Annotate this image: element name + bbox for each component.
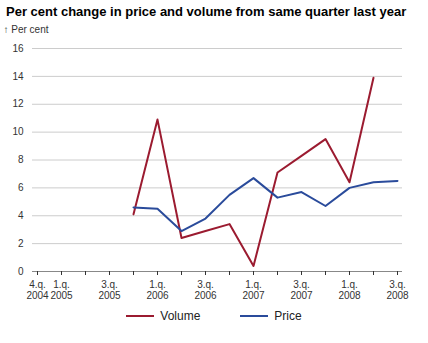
- svg-text:1.q.2005: 1.q.2005: [50, 279, 73, 301]
- svg-text:4: 4: [18, 210, 24, 221]
- html-text:Per cent change in price and v: Per cent change in price and volume from…: [6, 4, 407, 19]
- html-text:Price: Price: [274, 309, 302, 323]
- svg-text:3.q.2007: 3.q.2007: [290, 279, 313, 301]
- svg-text:↑ Per cent: ↑ Per cent: [4, 24, 49, 35]
- svg-text:8: 8: [18, 154, 24, 165]
- svg-text:16: 16: [12, 43, 24, 54]
- svg-text:1.q.2007: 1.q.2007: [242, 279, 265, 301]
- svg-text:4.q.2004: 4.q.2004: [26, 279, 49, 301]
- svg-text:3.q.2006: 3.q.2006: [194, 279, 217, 301]
- svg-text:0: 0: [18, 266, 24, 277]
- svg-text:6: 6: [18, 182, 24, 193]
- svg-text:1.q.2006: 1.q.2006: [146, 279, 169, 301]
- html-text:Volume: Volume: [160, 309, 201, 323]
- svg-text:3.q.2005: 3.q.2005: [98, 279, 121, 301]
- svg-text:1.q.2008: 1.q.2008: [338, 279, 361, 301]
- svg-text:14: 14: [12, 71, 24, 82]
- svg-text:10: 10: [12, 126, 24, 137]
- svg-text:12: 12: [12, 98, 24, 109]
- svg-text:2: 2: [18, 238, 24, 249]
- svg-text:3.q.2008: 3.q.2008: [386, 279, 409, 301]
